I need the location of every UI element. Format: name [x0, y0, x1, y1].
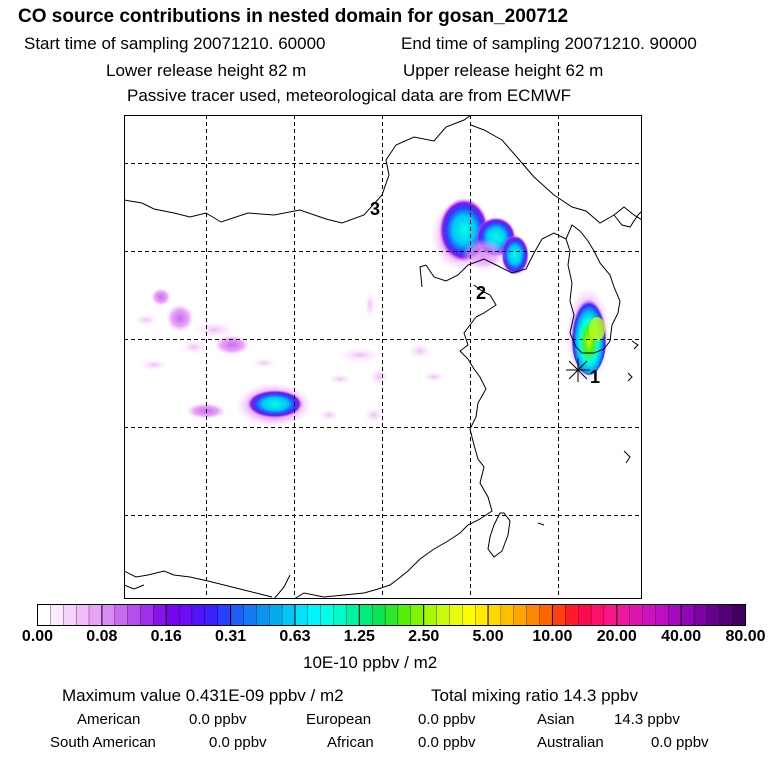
plot-title: CO source contributions in nested domain…	[18, 6, 569, 27]
colorbar-tick-label: 20.00	[596, 628, 637, 645]
colorbar-cell	[230, 604, 245, 626]
colorbar-cell	[294, 604, 309, 626]
african-value: 0.0 ppbv	[418, 734, 476, 751]
colorbar-cell	[384, 604, 399, 626]
colorbar	[37, 604, 747, 626]
total-mixing-label: Total mixing ratio 14.3 ppbv	[431, 686, 638, 705]
colorbar-cell	[191, 604, 206, 626]
colorbar-tick-label: 80.00	[725, 628, 766, 645]
colorbar-cell	[552, 604, 566, 626]
south-american-label: South American	[50, 734, 156, 751]
colorbar-cell	[269, 604, 283, 626]
region-label-1: 1	[590, 367, 600, 387]
max-value-label: Maximum value 0.431E-09 ppbv / m2	[62, 686, 344, 705]
colorbar-cell	[423, 604, 438, 626]
colorbar-cell	[63, 604, 77, 626]
colorbar-cell	[166, 604, 180, 626]
colorbar-tick-label: 0.63	[279, 628, 311, 645]
colorbar-cell	[693, 604, 708, 626]
colorbar-cell	[500, 604, 515, 626]
region-label-2: 2	[476, 283, 486, 303]
colorbar-cell	[539, 604, 553, 626]
map-panel: 3 2 1	[124, 115, 642, 599]
colorbar-unit-label: 10E-10 ppbv / m2	[303, 653, 438, 672]
colorbar-cell	[578, 604, 592, 626]
lower-release-label: Lower release height 82 m	[106, 61, 307, 80]
receptor-asterisk-icon	[566, 358, 590, 382]
colorbar-cell	[114, 604, 129, 626]
colorbar-cell	[204, 604, 219, 626]
colorbar-tick-label: 10.00	[532, 628, 573, 645]
colorbar-cell	[462, 604, 476, 626]
colorbar-cell	[372, 604, 386, 626]
tracer-note: Passive tracer used, meteorological data…	[127, 86, 572, 105]
colorbar-tick-label: 2.50	[408, 628, 440, 645]
colorbar-cell	[719, 604, 734, 626]
colorbar-cell	[320, 604, 335, 626]
colorbar-cells	[37, 604, 747, 626]
colorbar-cell	[475, 604, 489, 626]
colorbar-cell	[178, 604, 193, 626]
american-label: American	[77, 711, 141, 728]
colorbar-tick-label: 0.00	[21, 628, 54, 645]
australian-value: 0.0 ppbv	[651, 734, 709, 751]
colorbar-cell	[565, 604, 579, 626]
colorbar-tick-label: 5.00	[472, 628, 504, 645]
american-value: 0.0 ppbv	[189, 711, 247, 728]
south-american-value: 0.0 ppbv	[209, 734, 267, 751]
colorbar-cell	[256, 604, 270, 626]
european-label: European	[306, 711, 372, 728]
upper-release-label: Upper release height 62 m	[403, 61, 604, 80]
african-label: African	[327, 734, 374, 751]
colorbar-tick-label: 0.16	[150, 628, 182, 645]
colorbar-cell	[217, 604, 232, 626]
colorbar-cell	[140, 604, 154, 626]
colorbar-cell	[50, 604, 64, 626]
colorbar-cell	[449, 604, 463, 626]
colorbar-cell	[346, 604, 360, 626]
colorbar-tick-label: 40.00	[661, 628, 702, 645]
colorbar-cell	[88, 604, 103, 626]
colorbar-tick-label: 0.31	[215, 628, 247, 645]
colorbar-cell	[526, 604, 541, 626]
colorbar-cell	[37, 604, 51, 626]
colorbar-tick-label: 1.25	[343, 628, 375, 645]
colorbar-cell	[642, 604, 656, 626]
colorbar-cell	[513, 604, 528, 626]
colorbar-cell	[243, 604, 257, 626]
colorbar-cell	[101, 604, 116, 626]
colorbar-cell	[732, 604, 747, 626]
colorbar-cell	[410, 604, 425, 626]
colorbar-cell	[668, 604, 682, 626]
colorbar-cell	[487, 604, 502, 626]
colorbar-cell	[436, 604, 450, 626]
colorbar-cell	[603, 604, 618, 626]
colorbar-cell	[127, 604, 142, 626]
start-time-label: Start time of sampling 20071210. 60000	[24, 34, 326, 53]
colorbar-cell	[706, 604, 721, 626]
colorbar-cell	[359, 604, 373, 626]
colorbar-tick-label: 0.08	[86, 628, 118, 645]
lat-lon-grid	[124, 115, 642, 599]
colorbar-cell	[616, 604, 631, 626]
coastlines	[124, 115, 642, 599]
european-value: 0.0 ppbv	[418, 711, 476, 728]
region-label-3: 3	[370, 199, 380, 219]
colorbar-cell	[590, 604, 605, 626]
colorbar-cell	[281, 604, 296, 626]
end-time-label: End time of sampling 20071210. 90000	[401, 34, 697, 53]
colorbar-cell	[307, 604, 322, 626]
colorbar-major-ticks	[37, 604, 746, 626]
colorbar-cell	[397, 604, 412, 626]
colorbar-cell	[629, 604, 644, 626]
asian-label: Asian	[537, 711, 575, 728]
concentration-field	[134, 198, 610, 427]
colorbar-cell	[75, 604, 90, 626]
colorbar-cell	[655, 604, 669, 626]
colorbar-cell	[680, 604, 695, 626]
colorbar-cell	[153, 604, 167, 626]
colorbar-cell	[333, 604, 347, 626]
asian-value: 14.3 ppbv	[614, 711, 680, 728]
australian-label: Australian	[537, 734, 604, 751]
